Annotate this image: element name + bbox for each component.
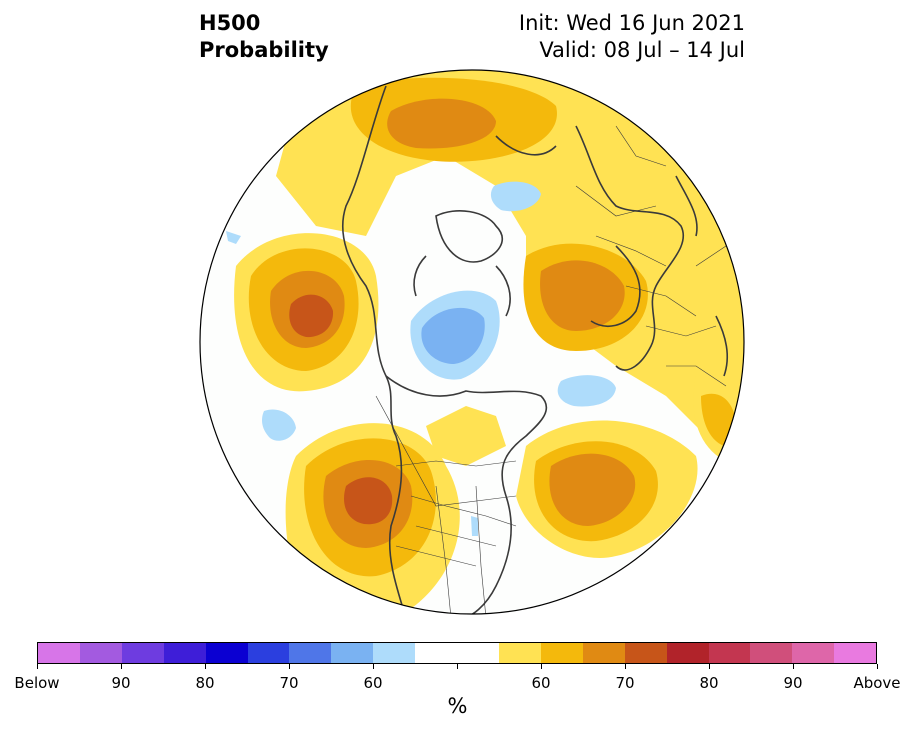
colorbar-tick-label: 90 xyxy=(783,674,803,692)
colorbar-tick-label: 60 xyxy=(363,674,383,692)
colorbar-tick xyxy=(204,664,206,669)
colorbar-tick-label: 90 xyxy=(111,674,131,692)
colorbar-segment xyxy=(79,643,122,663)
colorbar-tick-label: Above xyxy=(853,674,901,692)
polar-map-svg xyxy=(199,69,745,615)
colorbar-tick xyxy=(456,664,458,669)
colorbar-segment xyxy=(792,643,835,663)
colorbar-segment xyxy=(457,643,499,663)
colorbar-segment xyxy=(708,643,751,663)
colorbar-segment xyxy=(38,643,80,663)
colorbar-segment xyxy=(289,643,332,663)
colorbar-segment xyxy=(163,643,206,663)
colorbar-tick xyxy=(288,664,290,669)
colorbar-tick-label: Below xyxy=(14,674,60,692)
probability-contours xyxy=(226,70,744,614)
colorbar-tick xyxy=(372,664,374,669)
colorbar-tick-labels: Below 90 80 70 60 60 70 80 90 Above xyxy=(14,674,900,692)
colorbar-tick xyxy=(624,664,626,669)
colorbar-tick xyxy=(876,664,878,669)
colorbar-tick-label: 70 xyxy=(279,674,299,692)
colorbar-tick xyxy=(708,664,710,669)
colorbar-segment xyxy=(666,643,709,663)
political-borders xyxy=(375,125,744,614)
colorbar-segment xyxy=(750,643,793,663)
colorbar-segment xyxy=(247,643,290,663)
colorbar-segment xyxy=(205,643,248,663)
colorbar-tick xyxy=(36,664,38,669)
colorbar-segment xyxy=(834,643,877,663)
colorbar-segment xyxy=(373,643,416,663)
globe-edge xyxy=(199,69,745,615)
colorbar-tick-label: 70 xyxy=(615,674,635,692)
polar-map xyxy=(196,66,748,618)
colorbar-tick xyxy=(120,664,122,669)
map-title: H500 Probability xyxy=(199,10,329,64)
colorbar-segment xyxy=(415,643,458,663)
colorbar-tick-label: 80 xyxy=(699,674,719,692)
colorbar-tick xyxy=(792,664,794,669)
colorbar-segment xyxy=(121,643,164,663)
colorbar-segment xyxy=(624,643,667,663)
colorbar-tick-label: 80 xyxy=(195,674,215,692)
field-label: H500 xyxy=(199,11,261,35)
forecast-period: Init: Wed 16 Jun 2021 Valid: 08 Jul – 14… xyxy=(519,10,745,64)
colorbar xyxy=(37,642,877,664)
colorbar-segment xyxy=(540,643,583,663)
colorbar-tick xyxy=(540,664,542,669)
colorbar-segment xyxy=(331,643,374,663)
coastlines xyxy=(342,85,729,614)
colorbar-unit: % xyxy=(447,694,468,718)
colorbar-segment xyxy=(498,643,541,663)
product-label: Probability xyxy=(199,38,329,62)
colorbar-tick-label: 60 xyxy=(531,674,551,692)
colorbar-segment xyxy=(582,643,625,663)
colorbar-ticks xyxy=(36,664,878,670)
valid-range: Valid: 08 Jul – 14 Jul xyxy=(539,38,745,62)
init-date: Init: Wed 16 Jun 2021 xyxy=(518,11,745,35)
